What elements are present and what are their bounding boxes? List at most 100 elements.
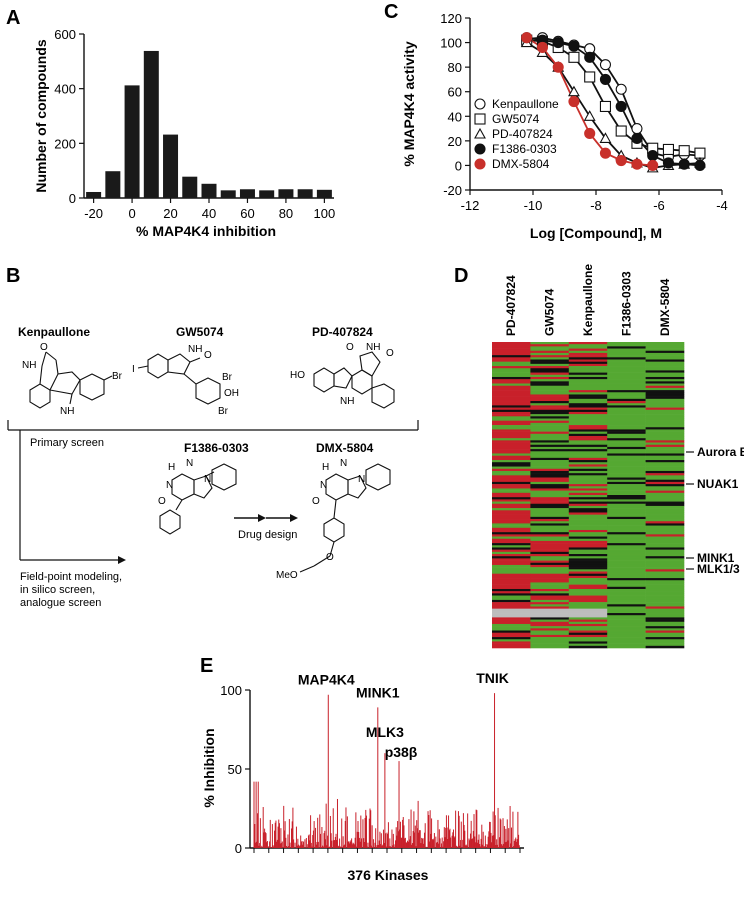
x-tick-label: 20 xyxy=(163,206,177,221)
heatmap-cell xyxy=(607,442,646,446)
heatmap-cell xyxy=(645,409,685,413)
atom-label: MeO xyxy=(276,570,298,581)
heatmap-cell xyxy=(607,374,646,378)
heatmap-cell xyxy=(568,597,608,601)
heatmap-cell xyxy=(568,372,608,376)
heatmap-cell xyxy=(645,505,685,509)
heatmap-cell xyxy=(607,532,646,535)
heatmap-cell xyxy=(607,366,646,369)
heatmap-cell xyxy=(607,634,646,638)
heatmap-cell xyxy=(492,560,531,564)
heatmap-cell xyxy=(645,529,685,533)
y-tick-label: 0 xyxy=(235,841,242,856)
heatmap-cell xyxy=(645,425,685,428)
heatmap-cell xyxy=(492,582,531,585)
heatmap-cell xyxy=(645,477,685,480)
heatmap-cell xyxy=(645,591,685,594)
heatmap-cell xyxy=(607,495,646,498)
heatmap-cell xyxy=(530,407,570,411)
x-tick-label: 80 xyxy=(279,206,293,221)
heatmap-cell xyxy=(530,444,570,448)
heatmap-cell xyxy=(530,641,570,644)
heatmap-cell xyxy=(568,411,608,415)
heatmap-cell xyxy=(568,475,608,478)
heatmap-cell xyxy=(645,464,685,467)
heatmap-cell xyxy=(607,383,646,387)
heatmap-cell xyxy=(607,597,646,601)
heatmap-cell xyxy=(607,558,646,561)
heatmap-cell xyxy=(568,464,608,467)
heatmap-cell xyxy=(607,451,646,454)
heatmap-cell xyxy=(530,370,570,373)
heatmap-cell xyxy=(645,608,685,612)
heatmap-cell xyxy=(645,510,685,513)
heatmap-cell xyxy=(492,374,531,378)
heatmap-cell xyxy=(530,385,570,389)
heatmap-cell xyxy=(607,479,646,483)
data-point xyxy=(599,147,612,159)
heatmap-cell xyxy=(568,398,608,402)
heatmap-column-label: DMX-5804 xyxy=(658,278,672,336)
heatmap-cell xyxy=(530,457,570,461)
heatmap-cell xyxy=(530,431,570,435)
heatmap-cell xyxy=(645,374,685,378)
atom-label: HO xyxy=(290,370,305,381)
peak-label: p38β xyxy=(385,744,418,760)
heatmap-cell xyxy=(645,617,685,620)
heatmap-cell xyxy=(645,348,685,352)
heatmap-cell xyxy=(530,543,570,546)
heatmap-cell xyxy=(568,352,608,356)
heatmap-cell xyxy=(492,352,531,356)
heatmap-cell xyxy=(530,610,570,614)
atom-label: N xyxy=(166,480,173,491)
heatmap-cell xyxy=(492,621,531,625)
heatmap-cell xyxy=(530,357,570,360)
heatmap-cell xyxy=(530,521,570,524)
heatmap-cell xyxy=(607,409,646,413)
heatmap-cell xyxy=(492,588,531,592)
heatmap-cell xyxy=(607,475,646,478)
heatmap-cell xyxy=(607,381,646,384)
heatmap-cell xyxy=(492,449,531,452)
heatmap-cell xyxy=(607,394,646,397)
heatmap-cell xyxy=(530,591,570,594)
heatmap-cell xyxy=(607,639,646,642)
atom-label: I xyxy=(132,364,135,375)
heatmap-cell xyxy=(530,578,570,581)
heatmap-cell xyxy=(568,363,608,367)
heatmap-cell xyxy=(607,529,646,533)
legend-marker xyxy=(474,98,486,110)
heatmap-cell xyxy=(645,429,685,432)
heatmap-cell xyxy=(568,615,608,618)
heatmap-cell xyxy=(530,586,570,590)
heatmap-cell xyxy=(645,455,685,459)
heatmap-cell xyxy=(530,350,570,354)
heatmap-cell xyxy=(568,595,608,599)
heatmap-cell xyxy=(607,602,646,605)
heatmap-cell xyxy=(530,525,570,529)
panel-label-b: B xyxy=(6,265,20,287)
heatmap-cell xyxy=(492,486,531,489)
heatmap-cell xyxy=(530,540,570,544)
data-point xyxy=(615,83,627,95)
legend-marker xyxy=(474,127,486,139)
heatmap-cell xyxy=(492,610,531,614)
heatmap-cell xyxy=(607,427,646,430)
heatmap-cell xyxy=(530,363,570,367)
atom-label: O xyxy=(158,496,166,507)
heatmap-cell xyxy=(607,464,646,467)
heatmap-cell xyxy=(568,355,608,358)
y-tick-label: 400 xyxy=(54,82,76,97)
heatmap-cell xyxy=(530,355,570,358)
heatmap-cell xyxy=(492,637,531,640)
legend-label: F1386-0303 xyxy=(492,142,557,156)
heatmap-cell xyxy=(568,374,608,378)
heatmap-cell xyxy=(530,387,570,391)
heatmap-cell xyxy=(568,543,608,546)
heatmap-cell xyxy=(492,420,531,424)
x-axis-label: % MAP4K4 inhibition xyxy=(136,223,276,239)
heatmap-cell xyxy=(607,510,646,513)
heatmap-cell xyxy=(568,523,608,526)
